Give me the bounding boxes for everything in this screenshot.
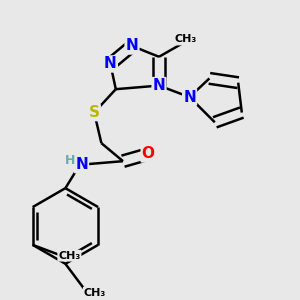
Text: S: S	[89, 105, 100, 120]
Text: N: N	[126, 38, 138, 53]
Text: N: N	[104, 56, 117, 71]
Text: CH₃: CH₃	[175, 34, 197, 44]
Text: N: N	[153, 78, 165, 93]
Text: CH₃: CH₃	[58, 251, 80, 261]
Text: N: N	[75, 157, 88, 172]
Text: H: H	[64, 154, 75, 167]
Text: CH₃: CH₃	[84, 288, 106, 298]
Text: N: N	[183, 90, 196, 105]
Text: O: O	[142, 146, 155, 161]
